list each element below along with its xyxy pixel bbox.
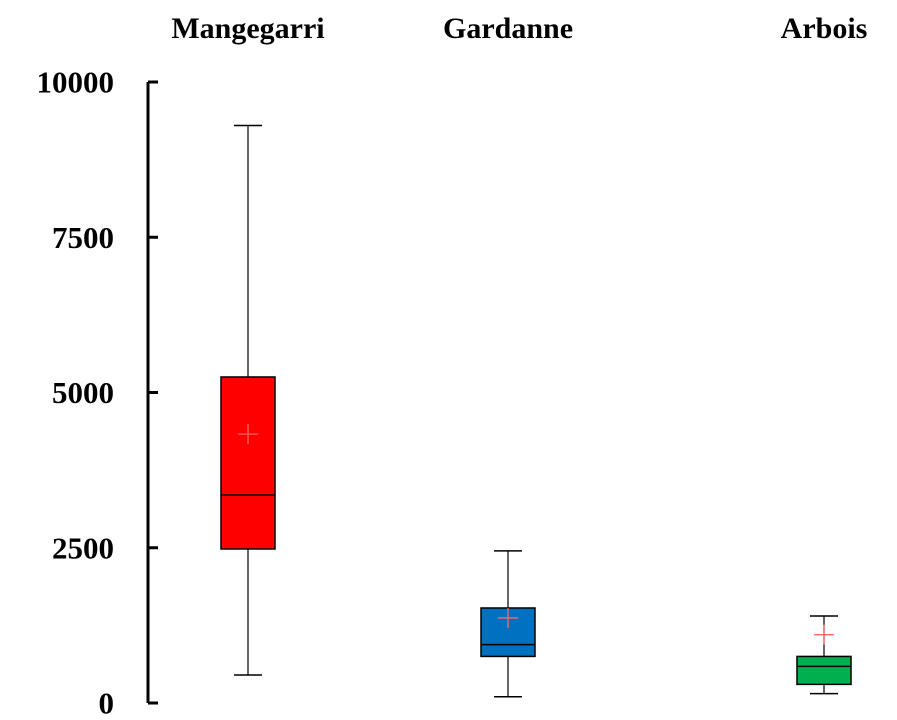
y-axis: 0 2500 5000 7500 10000 [37,65,158,720]
box-arbois [796,615,852,695]
iqr-box [220,376,276,550]
y-tick-label: 0 [99,686,115,720]
plot-area [220,124,852,698]
y-tick-label: 5000 [52,375,114,410]
y-tick-label: 10000 [37,65,115,100]
y-tick-label: 2500 [52,530,114,565]
category-labels: Mangegarri Gardanne Arbois [171,12,867,45]
iqr-box [796,655,852,686]
box-mangegarri [220,124,276,676]
category-label: Arbois [781,12,868,45]
box-gardanne [480,550,536,698]
category-label: Gardanne [443,12,573,45]
y-tick-label: 7500 [52,220,114,255]
category-label: Mangegarri [171,12,324,45]
